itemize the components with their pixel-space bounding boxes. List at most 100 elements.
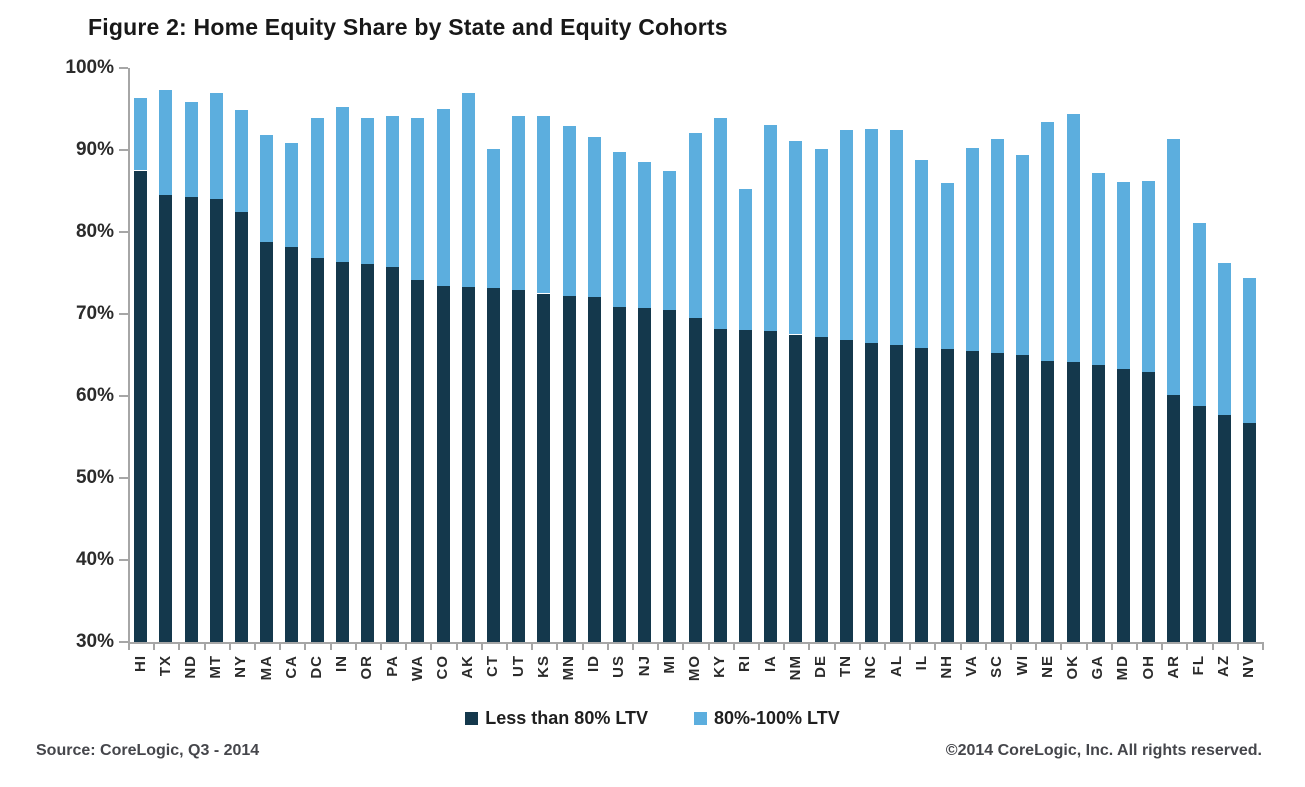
y-axis-tick-label: 30% — [75, 631, 114, 652]
bar-segment-80-100-ltv — [1217, 263, 1231, 415]
bar-segment-80-100-ltv — [915, 159, 929, 349]
x-axis-category-label: SC — [988, 655, 1006, 678]
bar-segment-less-than-80-ltv — [1066, 362, 1080, 642]
x-axis-category-label: CO — [434, 655, 451, 680]
x-axis-tick — [1186, 642, 1189, 650]
x-axis-tick — [858, 642, 861, 650]
bar-segment-less-than-80-ltv — [411, 280, 425, 642]
bar-segment-80-100-ltv — [1041, 122, 1055, 361]
bar-segment-80-100-ltv — [864, 128, 878, 343]
x-axis-category-label: TN — [837, 655, 855, 677]
bar-segment-80-100-ltv — [436, 109, 450, 287]
bar-segment-80-100-ltv — [1167, 139, 1181, 396]
x-axis-tick — [380, 642, 382, 650]
x-axis-category-label: OR — [358, 655, 376, 680]
x-axis-tick — [556, 642, 559, 650]
bar-segment-80-100-ltv — [965, 147, 979, 351]
bar-segment-less-than-80-ltv — [1192, 405, 1206, 642]
x-axis-tick — [682, 642, 685, 650]
bar-segment-80-100-ltv — [310, 118, 324, 259]
x-axis-category-label: NV — [1240, 655, 1258, 678]
x-axis-tick — [203, 642, 206, 650]
bar-segment-less-than-80-ltv — [461, 286, 475, 642]
bar-segment-80-100-ltv — [184, 101, 198, 197]
x-axis-category-label: HI — [131, 655, 149, 672]
bar-segment-less-than-80-ltv — [159, 195, 173, 642]
bar-segment-less-than-80-ltv — [1142, 372, 1156, 642]
y-axis-tick — [119, 313, 128, 315]
bar-segment-less-than-80-ltv — [512, 290, 526, 642]
x-axis-category-label: NC — [862, 655, 880, 679]
x-axis-category-label: MT — [207, 655, 225, 679]
bar-segment-80-100-ltv — [562, 126, 576, 296]
bar-segment-80-100-ltv — [1116, 181, 1130, 369]
bar-segment-less-than-80-ltv — [688, 318, 702, 642]
bar-segment-80-100-ltv — [537, 116, 551, 294]
x-axis-tick — [1211, 642, 1214, 650]
x-axis-tick — [178, 642, 181, 650]
bar-segment-80-100-ltv — [814, 149, 828, 337]
x-axis-category-label: MI — [660, 655, 678, 674]
x-axis-category-label: WI — [1013, 655, 1031, 676]
x-axis-category-label: FL — [1190, 655, 1207, 676]
x-axis-tick — [153, 642, 156, 650]
x-axis-category-label: OH — [1139, 655, 1157, 680]
x-axis-tick — [581, 642, 584, 650]
bar-segment-less-than-80-ltv — [386, 267, 400, 642]
y-axis-tick — [119, 149, 128, 151]
x-axis-category-label: PA — [383, 655, 401, 677]
x-axis-category-label: DE — [812, 655, 829, 678]
legend-label: Less than 80% LTV — [485, 708, 648, 728]
x-axis-category-label: ND — [182, 655, 199, 679]
x-axis-tick — [1236, 642, 1239, 650]
bar-segment-less-than-80-ltv — [310, 258, 324, 642]
x-axis-category-label: AL — [887, 655, 905, 677]
x-axis-tick — [128, 642, 130, 650]
source-note: Source: CoreLogic, Q3 - 2014 — [36, 742, 260, 759]
x-axis-category-label: MN — [560, 655, 577, 681]
x-axis-tick — [506, 642, 508, 650]
bar-segment-less-than-80-ltv — [335, 262, 349, 642]
x-axis-tick — [405, 642, 408, 650]
bar-segment-80-100-ltv — [990, 139, 1004, 354]
bar-segment-less-than-80-ltv — [940, 349, 954, 642]
bar-segment-less-than-80-ltv — [738, 329, 752, 642]
bar-segment-80-100-ltv — [486, 149, 500, 288]
bar-segment-80-100-ltv — [360, 118, 374, 264]
bar-segment-80-100-ltv — [1091, 172, 1105, 365]
legend-swatch-light-blue — [694, 712, 707, 725]
x-axis-tick — [1136, 642, 1138, 650]
x-axis-tick — [909, 642, 912, 650]
x-axis-tick — [1035, 642, 1038, 650]
y-axis-tick-label: 90% — [75, 139, 114, 160]
bar-segment-less-than-80-ltv — [260, 241, 274, 642]
x-axis-category-label: ID — [585, 655, 603, 672]
x-axis-category-label: TX — [156, 655, 174, 677]
x-axis-line — [128, 642, 1264, 644]
bar-segment-80-100-ltv — [764, 124, 778, 332]
bar-segment-less-than-80-ltv — [1217, 414, 1231, 642]
chart-legend: Less than 80% LTV 80%-100% LTV — [0, 708, 1305, 729]
x-axis-category-label: UT — [509, 655, 527, 677]
x-axis-tick — [228, 642, 231, 650]
bar-segment-80-100-ltv — [688, 132, 702, 319]
x-axis-category-label: AK — [459, 655, 477, 679]
bar-segment-80-100-ltv — [285, 143, 299, 247]
x-axis-tick — [1060, 642, 1063, 650]
legend-item-less-than-80-ltv: Less than 80% LTV — [465, 708, 648, 729]
x-axis-tick — [657, 642, 660, 650]
y-axis-tick-label: 80% — [75, 221, 114, 242]
bar-segment-less-than-80-ltv — [587, 296, 601, 642]
bar-segment-less-than-80-ltv — [537, 293, 551, 642]
bar-segment-80-100-ltv — [335, 107, 349, 263]
x-axis-category-label: IL — [912, 655, 930, 671]
bar-segment-less-than-80-ltv — [915, 348, 929, 642]
x-axis-category-label: KY — [711, 655, 729, 678]
bar-segment-less-than-80-ltv — [839, 340, 853, 642]
x-axis-category-label: NY — [232, 655, 250, 678]
bar-segment-less-than-80-ltv — [1116, 368, 1130, 642]
x-axis-category-label: AR — [1164, 655, 1182, 679]
bar-segment-80-100-ltv — [159, 90, 173, 196]
bar-segment-less-than-80-ltv — [1091, 364, 1105, 642]
bar-segment-less-than-80-ltv — [209, 199, 223, 642]
